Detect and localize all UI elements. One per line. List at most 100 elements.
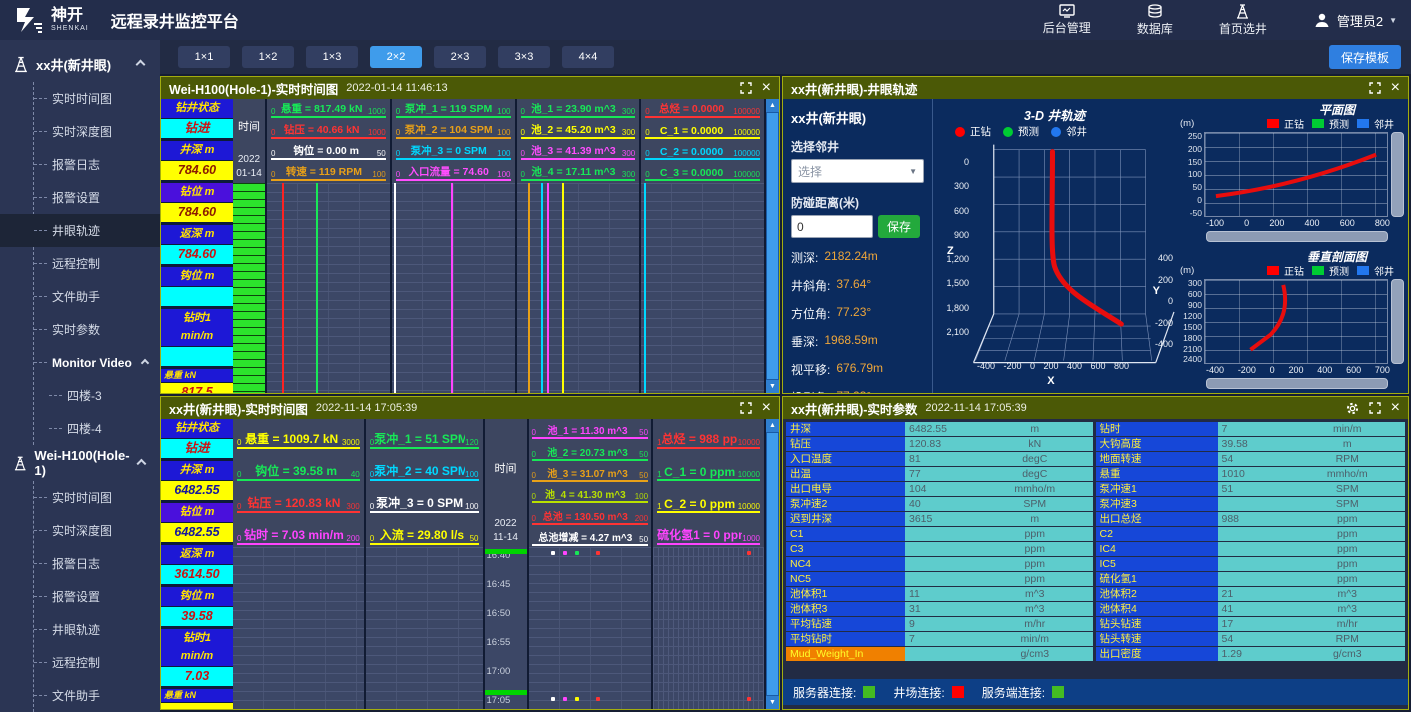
curve-header[interactable]: 0 泵冲_3 = 0 SPM 100 — [395, 142, 511, 160]
curve-header[interactable]: 0 池_1 = 23.90 m^3 300 — [520, 100, 636, 118]
sidebar-item[interactable]: 报警日志 — [34, 148, 160, 181]
menu-home-well[interactable]: 首页选井 — [1219, 3, 1267, 37]
curve-header[interactable]: 0 入流 = 29.80 l/s 50 — [369, 516, 479, 545]
curve-header[interactable]: 0 池_3 = 31.07 m^3 50 — [531, 462, 649, 482]
sidebar-item[interactable]: 文件助手 — [34, 679, 160, 712]
parameter-value — [161, 287, 233, 306]
close-icon[interactable]: × — [761, 79, 771, 96]
parameter-label: 井深 m — [161, 461, 233, 480]
param-name: Mud_Weight_In — [786, 647, 905, 661]
curve-header[interactable]: 0 C_1 = 0.0000 100000 — [645, 121, 760, 139]
sidebar-item-label: 报警设置 — [52, 191, 101, 205]
sidebar-item[interactable]: 井眼轨迹 — [34, 613, 160, 646]
curve-header[interactable]: 1 C_1 = 0 ppm 10000 — [657, 452, 760, 481]
sidebar-item[interactable]: 四楼-3 — [49, 379, 160, 412]
layout-buttons: 1×1 1×2 1×3 2×2 2×3 3×3 4×4 — [178, 46, 614, 68]
plan-vertical-scrollbar[interactable] — [1391, 132, 1404, 217]
curve-header[interactable]: 0 池_2 = 45.20 m^3 300 — [520, 121, 636, 139]
expand-icon[interactable] — [1368, 402, 1381, 414]
curve-header[interactable]: 0 钻时 = 7.03 min/m 200 — [237, 516, 360, 545]
curve-header[interactable]: 0 泵冲_2 = 40 SPM 100 — [369, 452, 479, 481]
collision-distance-input[interactable] — [791, 215, 873, 238]
sidebar-item[interactable]: Monitor Video — [34, 346, 160, 379]
curve-header[interactable]: 1 C_2 = 0 ppm 10000 — [657, 484, 760, 513]
curve-header[interactable]: 0 钻压 = 40.66 kN 1000 — [271, 121, 386, 139]
close-icon[interactable]: × — [1390, 79, 1400, 96]
curve-header[interactable]: 0 泵冲_2 = 104 SPM 100 — [395, 121, 511, 139]
parameter-value: 7.03 — [161, 667, 233, 686]
sidebar-item[interactable]: 远程控制 — [34, 247, 160, 280]
expand-icon[interactable] — [1368, 82, 1381, 94]
menu-database[interactable]: 数据库 — [1137, 3, 1173, 37]
close-icon[interactable]: × — [1390, 399, 1400, 416]
curve-header[interactable]: 0 钩位 = 0.00 m 50 — [271, 142, 386, 160]
curve-header[interactable]: 0 池_4 = 17.11 m^3 300 — [520, 163, 636, 181]
sidebar-item[interactable]: 远程控制 — [34, 646, 160, 679]
curve-header[interactable]: 0 钩位 = 39.58 m 40 — [237, 452, 360, 481]
save-template-button[interactable]: 保存模板 — [1328, 45, 1401, 69]
curve-header[interactable]: 硫化氢1 = 0 ppm 1000 — [657, 516, 760, 545]
curve-header[interactable]: 0 池_1 = 11.30 m^3 50 — [531, 419, 649, 440]
parameter-value: 784.60 — [161, 203, 233, 222]
close-icon[interactable]: × — [761, 399, 771, 416]
layout-button[interactable]: 2×2 — [370, 46, 422, 68]
curve-header[interactable]: 0 转速 = 119 RPM 100 — [271, 163, 386, 181]
sidebar-item[interactable]: 报警日志 — [34, 547, 160, 580]
sidebar-well-1[interactable]: xx井(新井眼) — [0, 46, 160, 82]
sidebar-well-2[interactable]: Wei-H100(Hole-1) — [0, 445, 160, 481]
curve-header[interactable]: 0 泵冲_1 = 119 SPM 100 — [395, 100, 511, 118]
param-value: 6482.55 — [905, 422, 977, 436]
sidebar-item[interactable]: 实时深度图 — [34, 514, 160, 547]
chart-year: 2022 — [494, 518, 517, 529]
curve-header[interactable]: 0 泵冲_3 = 0 SPM 100 — [369, 484, 479, 513]
menu-admin[interactable]: 后台管理 — [1043, 4, 1091, 36]
user-name: 管理员2 — [1336, 13, 1384, 29]
curve-header[interactable]: 0 C_2 = 0.0000 100000 — [645, 142, 760, 160]
vsec-vertical-scrollbar[interactable] — [1391, 279, 1404, 364]
layout-button[interactable]: 4×4 — [562, 46, 614, 68]
well-2-tree: 实时时间图 实时深度图 报警日志 报警设置 井眼轨迹 — [33, 481, 160, 712]
curve-header[interactable]: 0 入口流量 = 74.60 100 — [395, 163, 511, 181]
curve-header[interactable]: 0 C_3 = 0.0000 100000 — [645, 163, 760, 181]
layout-button[interactable]: 2×3 — [434, 46, 486, 68]
curve-header[interactable]: 总池增减 = 4.27 m^3 50 — [531, 526, 649, 546]
sidebar-item[interactable]: 文件助手 — [34, 280, 160, 313]
z-axis-label: Z — [947, 245, 954, 257]
sidebar-item[interactable]: 实时参数 — [34, 313, 160, 346]
sidebar-item[interactable]: 实时深度图 — [34, 115, 160, 148]
sidebar-item[interactable]: 实时时间图 — [34, 481, 160, 514]
layout-button[interactable]: 1×2 — [242, 46, 294, 68]
curve-header[interactable]: 0 悬重 = 1009.7 kN 3000 — [237, 420, 360, 449]
gear-icon[interactable] — [1346, 402, 1359, 415]
curve-header[interactable]: 0 池_3 = 41.39 m^3 300 — [520, 142, 636, 160]
user-menu[interactable]: 管理员2 ▼ — [1313, 11, 1397, 30]
vertical-scrollbar[interactable]: ▲ ▼ — [765, 419, 779, 709]
plan-horizontal-scrollbar[interactable] — [1206, 231, 1388, 242]
curve-header[interactable]: 0 钻压 = 120.83 kN 300 — [237, 484, 360, 513]
sidebar-item[interactable]: 井眼轨迹 — [0, 214, 160, 247]
layout-button[interactable]: 3×3 — [498, 46, 550, 68]
layout-button[interactable]: 1×1 — [178, 46, 230, 68]
parameter-cell: 悬重 kN 817.5 — [161, 369, 233, 393]
sidebar-item[interactable]: 四楼-4 — [49, 412, 160, 445]
sidebar-item[interactable]: 实时时间图 — [34, 82, 160, 115]
save-distance-button[interactable]: 保存 — [878, 215, 921, 238]
layout-button[interactable]: 1×3 — [306, 46, 358, 68]
curve-header[interactable]: 0 池_4 = 41.30 m^3 100 — [531, 483, 649, 504]
sidebar-item[interactable]: 报警设置 — [34, 181, 160, 214]
curve-header[interactable]: 0 总烃 = 0.0000 100000 — [645, 100, 760, 118]
neighbor-select[interactable]: 选择 ▼ — [791, 159, 924, 183]
sidebar-item[interactable]: 报警设置 — [34, 580, 160, 613]
vsec-horizontal-scrollbar[interactable] — [1206, 378, 1388, 389]
curve-header[interactable]: 0 总池 = 130.50 m^3 200 — [531, 504, 649, 525]
expand-icon[interactable] — [739, 402, 752, 414]
expand-icon[interactable] — [739, 82, 752, 94]
curve-header[interactable]: 0 池_2 = 20.73 m^3 50 — [531, 440, 649, 461]
param-unit: SPM — [977, 497, 1093, 511]
curve-header[interactable]: 0 悬重 = 817.49 kN 1000 — [271, 100, 386, 118]
tree-dash — [34, 230, 47, 231]
curve-header[interactable]: 0 泵冲_1 = 51 SPM 120 — [369, 420, 479, 449]
vertical-scrollbar[interactable]: ▲ ▼ — [766, 99, 779, 393]
param-name: 井深 — [786, 422, 905, 436]
